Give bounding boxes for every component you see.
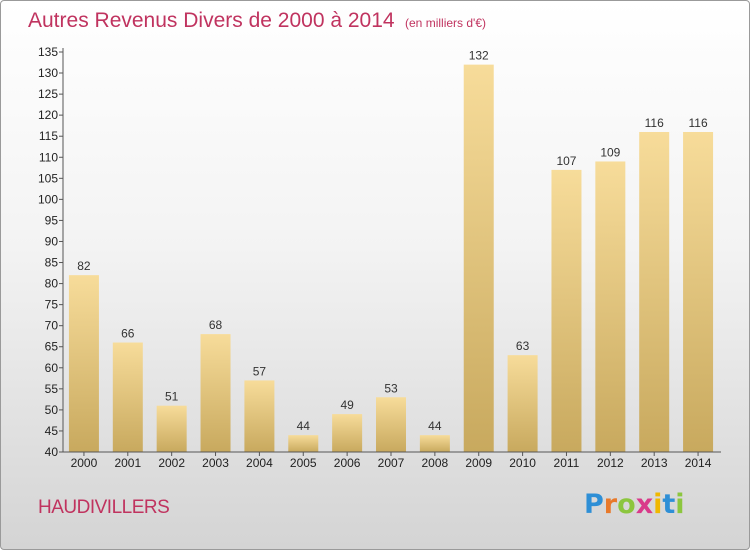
y-tick-label: 115 [39,129,58,143]
bar [376,397,406,452]
bar [507,355,538,452]
bar-value-label: 63 [516,339,530,353]
chart-title: Autres Revenus Divers de 2000 à 2014 [28,9,395,32]
bar-value-label: 44 [297,419,311,433]
y-tick-label: 120 [38,108,58,122]
bar-value-label: 53 [384,381,398,395]
bar [288,435,319,452]
y-tick-label: 70 [45,319,59,333]
y-tick-label: 55 [45,382,59,396]
y-tick-label: 65 [45,340,59,354]
bar [419,435,450,452]
bar-value-label: 82 [77,259,91,273]
y-tick-label: 105 [38,171,58,185]
axes-group: 40 45 50 55 60 65 70 75 80 85 90 95 100 105 110 115 120 1… [38,45,721,470]
y-tick-label: 85 [45,256,59,270]
x-tick-label: 2012 [597,456,624,470]
bar [683,132,714,452]
y-tick-label: 45 [45,424,59,438]
x-tick-label: 2006 [334,456,361,470]
x-tick-label: 2003 [202,456,229,470]
y-tick-label: 110 [39,150,58,164]
y-tick-label: 130 [38,66,58,80]
bar-value-label: 107 [556,154,576,168]
bar-value-label: 57 [253,364,267,378]
proxiti-logo: Proxiti [584,489,685,520]
logo-letter: x [635,489,654,520]
bar-value-label: 49 [340,398,354,412]
x-tick-label: 2005 [290,456,317,470]
y-tick-label: 60 [45,361,59,375]
y-tick-label: 90 [45,234,59,248]
commune-name: HAUDIVILLERS [38,497,170,518]
bar [595,161,626,452]
bar [112,342,143,452]
x-tick-label: 2007 [378,456,405,470]
logo-letter: o [617,489,636,520]
x-tick-label: 2008 [422,456,449,470]
bar-value-label: 51 [165,390,179,404]
y-tick-label: 75 [45,298,59,312]
y-tick-label: 125 [38,87,58,101]
bar-value-label: 44 [428,419,442,433]
bar-value-label: 68 [209,318,223,332]
bar [332,414,363,452]
x-tick-label: 2013 [641,456,668,470]
bar-value-label: 66 [121,327,135,341]
logo-letter: r [603,489,618,520]
x-tick-label: 2004 [246,456,273,470]
x-tick-label: 2011 [554,456,580,470]
bar [244,380,275,452]
y-tick-label: 135 [38,45,58,59]
bar-value-label: 116 [645,116,664,130]
y-tick-label: 40 [45,445,59,459]
x-tick-label: 2002 [158,456,185,470]
x-tick-label: 2014 [685,456,712,470]
chart-subtitle: (en milliers d'€) [405,16,486,30]
y-tick-label: 80 [45,277,59,291]
logo-letter: t [662,489,676,520]
chart-title-block: Autres Revenus Divers de 2000 à 2014 (en… [28,9,486,33]
bars-group: 82 66 51 68 57 44 49 53 44 132 63 107 109 116 116 [68,49,714,453]
logo-letter: i [675,489,685,520]
logo-letter: i [653,489,663,520]
y-tick-label: 100 [38,192,58,206]
bar-value-label: 116 [688,116,707,130]
x-tick-label: 2009 [465,456,492,470]
bar-value-label: 132 [469,49,489,63]
bar [200,334,231,452]
x-tick-label: 2001 [114,456,141,470]
x-tick-label: 2010 [509,456,536,470]
bar-value-label: 109 [600,145,620,159]
bar [68,275,99,452]
bar [156,405,187,452]
y-tick-label: 95 [45,213,59,227]
y-tick-label: 50 [45,403,59,417]
logo-letter: P [584,489,604,520]
bar [551,169,582,453]
bar [639,132,670,452]
bar [463,64,494,452]
x-tick-label: 2000 [71,456,98,470]
